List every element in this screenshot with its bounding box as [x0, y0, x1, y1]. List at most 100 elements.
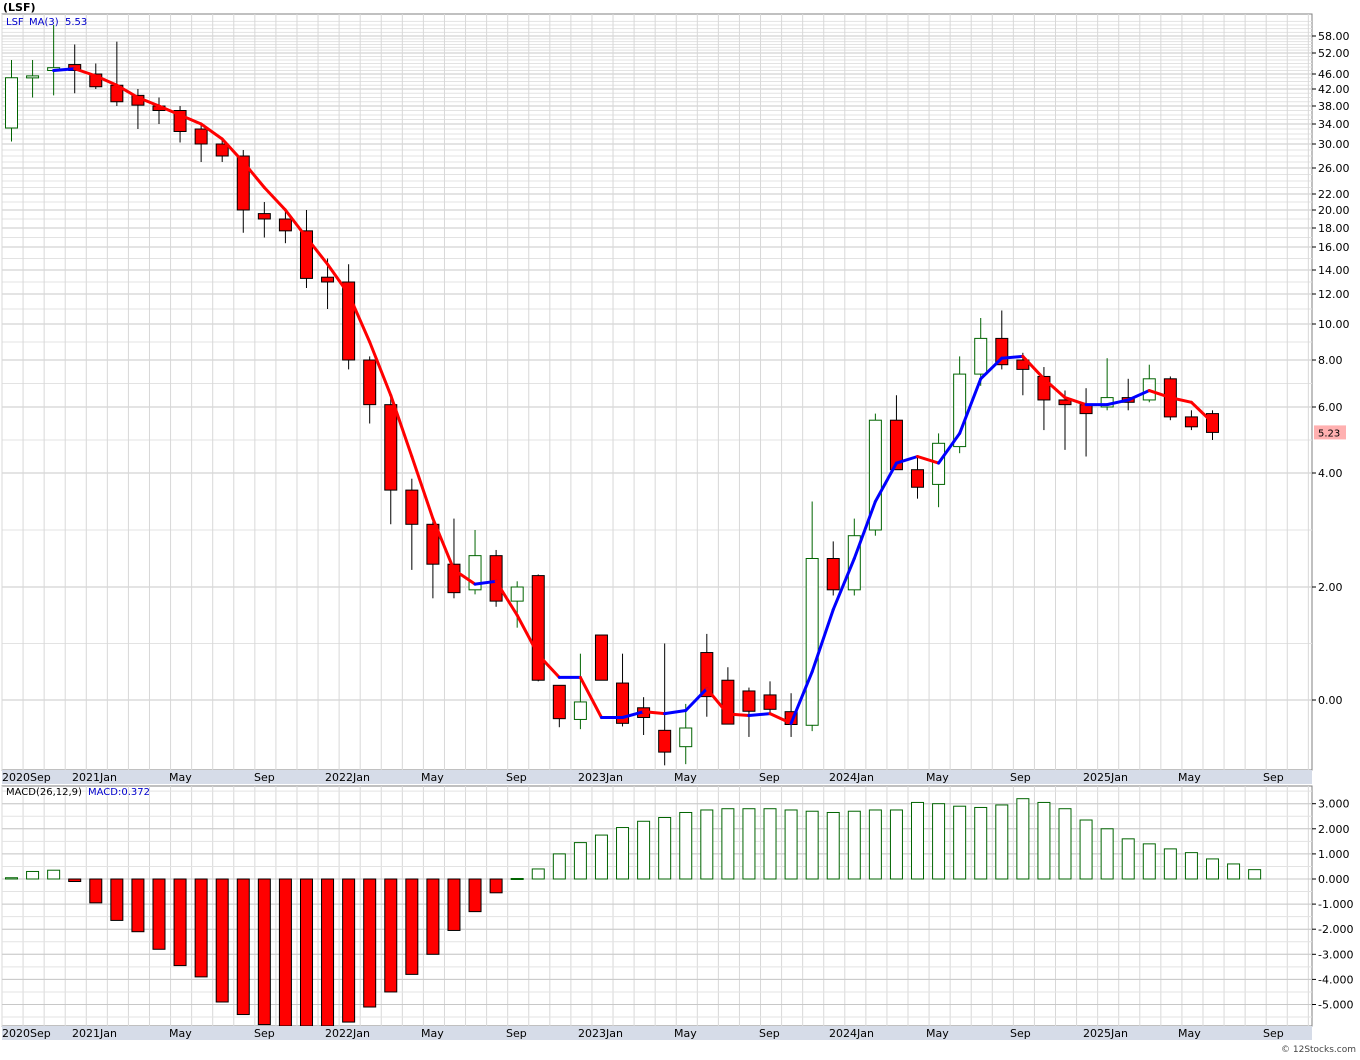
x-axis-label: 2025Jan — [1083, 1027, 1128, 1040]
candle-down — [594, 634, 608, 681]
x-axis-label: May — [674, 1027, 697, 1040]
macd-y-axis-labels: 3.000 2.000 1.000 0.000 -1.000 -2.000 -3.000 -4… — [1312, 798, 1353, 1012]
macd-bar-negative — [405, 878, 419, 975]
candle-down — [552, 684, 566, 720]
macd-bar-positive — [1205, 858, 1219, 880]
price-y-tick-label: 16.00 — [1318, 241, 1350, 254]
candle-down — [321, 276, 335, 283]
macd-bar-positive — [5, 877, 18, 880]
macd-bar-positive — [1016, 798, 1030, 880]
x-axis-label: Sep — [759, 1027, 780, 1040]
ma-segment — [958, 377, 983, 435]
candle-down — [405, 489, 419, 525]
price-y-tick-label: 34.00 — [1318, 118, 1350, 131]
ma-segment — [94, 74, 119, 87]
x-axis-label: 2021Jan — [72, 1027, 117, 1040]
candle-down — [911, 469, 925, 488]
ma-segment — [789, 670, 814, 725]
macd-bar-positive — [911, 801, 925, 880]
macd-bar-negative — [489, 878, 503, 894]
x-axis-label: 2020Sep — [2, 771, 51, 784]
symbol-title: (LSF) — [3, 1, 36, 14]
candle-down — [763, 694, 777, 710]
price-y-tick-label: 58.00 — [1318, 30, 1350, 43]
ma-segment — [220, 137, 245, 164]
macd-y-tick-label: 1.000 — [1318, 848, 1350, 861]
macd-bar-positive — [531, 868, 545, 880]
candle-down — [215, 143, 229, 157]
macd-bar-negative — [426, 878, 440, 955]
macd-bar-positive — [1227, 863, 1241, 880]
ma-segment — [73, 67, 98, 78]
candle-down — [1184, 416, 1198, 428]
ma-segment — [347, 292, 372, 344]
macd-bar-positive — [721, 808, 735, 880]
macd-bar-negative — [447, 878, 461, 931]
ma-segment — [515, 613, 540, 657]
price-y-tick-label: 8.00 — [1318, 354, 1343, 367]
ma-segment — [642, 710, 667, 716]
candle-down — [531, 575, 545, 681]
legend-ticker: LSF — [6, 17, 24, 28]
ma-segment — [747, 712, 772, 718]
macd-bar-positive — [658, 817, 672, 880]
ma-segment — [199, 122, 224, 141]
price-y-tick-label: 22.00 — [1318, 188, 1350, 201]
x-axis-label: Sep — [1263, 1027, 1284, 1040]
macd-y-tick-label: 0.000 — [1318, 873, 1350, 886]
candle-up — [510, 586, 524, 602]
macd-bar-positive — [573, 842, 587, 880]
x-axis-label: 2023Jan — [578, 1027, 623, 1040]
price-y-tick-label: 10.00 — [1318, 318, 1350, 331]
ma-segment — [663, 709, 688, 716]
candles-layer — [5, 25, 1219, 766]
ma-segment — [1000, 354, 1025, 360]
macd-bar-positive — [679, 811, 693, 880]
ma-line-layer — [52, 67, 1214, 725]
ma-segment — [937, 431, 962, 465]
ma-segment — [873, 461, 898, 503]
candle-up — [26, 75, 40, 79]
macd-y-tick-label: -1.000 — [1318, 898, 1353, 911]
ma-segment — [578, 675, 603, 719]
macd-bar-positive — [1058, 808, 1072, 880]
macd-bar-positive — [889, 809, 903, 880]
ma-segment — [1126, 389, 1151, 402]
x-axis-label: Sep — [254, 771, 275, 784]
x-axis-label: 2023Jan — [578, 771, 623, 784]
macd-bar-negative — [152, 878, 166, 950]
macd-bar-positive — [1100, 828, 1114, 880]
candle-down — [889, 419, 903, 471]
macd-bar-positive — [1248, 869, 1262, 880]
macd-bar-positive — [1037, 801, 1051, 880]
ma-segment — [1168, 396, 1193, 404]
ma-segment — [241, 160, 266, 189]
ma-segment — [852, 500, 877, 560]
macd-bar-positive — [1142, 843, 1156, 880]
macd-bar-positive — [1079, 819, 1093, 880]
macd-bar-positive — [847, 810, 861, 880]
macd-bar-positive — [552, 853, 566, 880]
macd-bar-negative — [384, 878, 398, 993]
price-x-axis-band — [2, 770, 1312, 784]
price-y-tick-label: 4.00 — [1318, 467, 1343, 480]
x-axis-label: Sep — [1010, 771, 1031, 784]
footer-credit: © 12Stocks.com — [1281, 1045, 1356, 1055]
macd-bar-negative — [89, 878, 103, 904]
x-axis-label: Sep — [506, 1027, 527, 1040]
candle-down — [384, 404, 398, 491]
price-y-tick-label: 42.00 — [1318, 83, 1350, 96]
x-axis-label: 2022Jan — [325, 771, 370, 784]
ma-segment — [178, 113, 203, 126]
macd-bar-positive — [742, 808, 756, 880]
ma-segment — [473, 579, 498, 586]
x-axis-label: May — [674, 771, 697, 784]
ma-segment — [1189, 400, 1214, 425]
x-axis-label: May — [421, 1027, 444, 1040]
x-axis-label: May — [421, 771, 444, 784]
ma-segment — [768, 712, 793, 725]
macd-bar-positive — [1184, 852, 1198, 880]
macd-bars-layer — [5, 798, 1262, 1027]
macd-bar-positive — [594, 834, 608, 880]
